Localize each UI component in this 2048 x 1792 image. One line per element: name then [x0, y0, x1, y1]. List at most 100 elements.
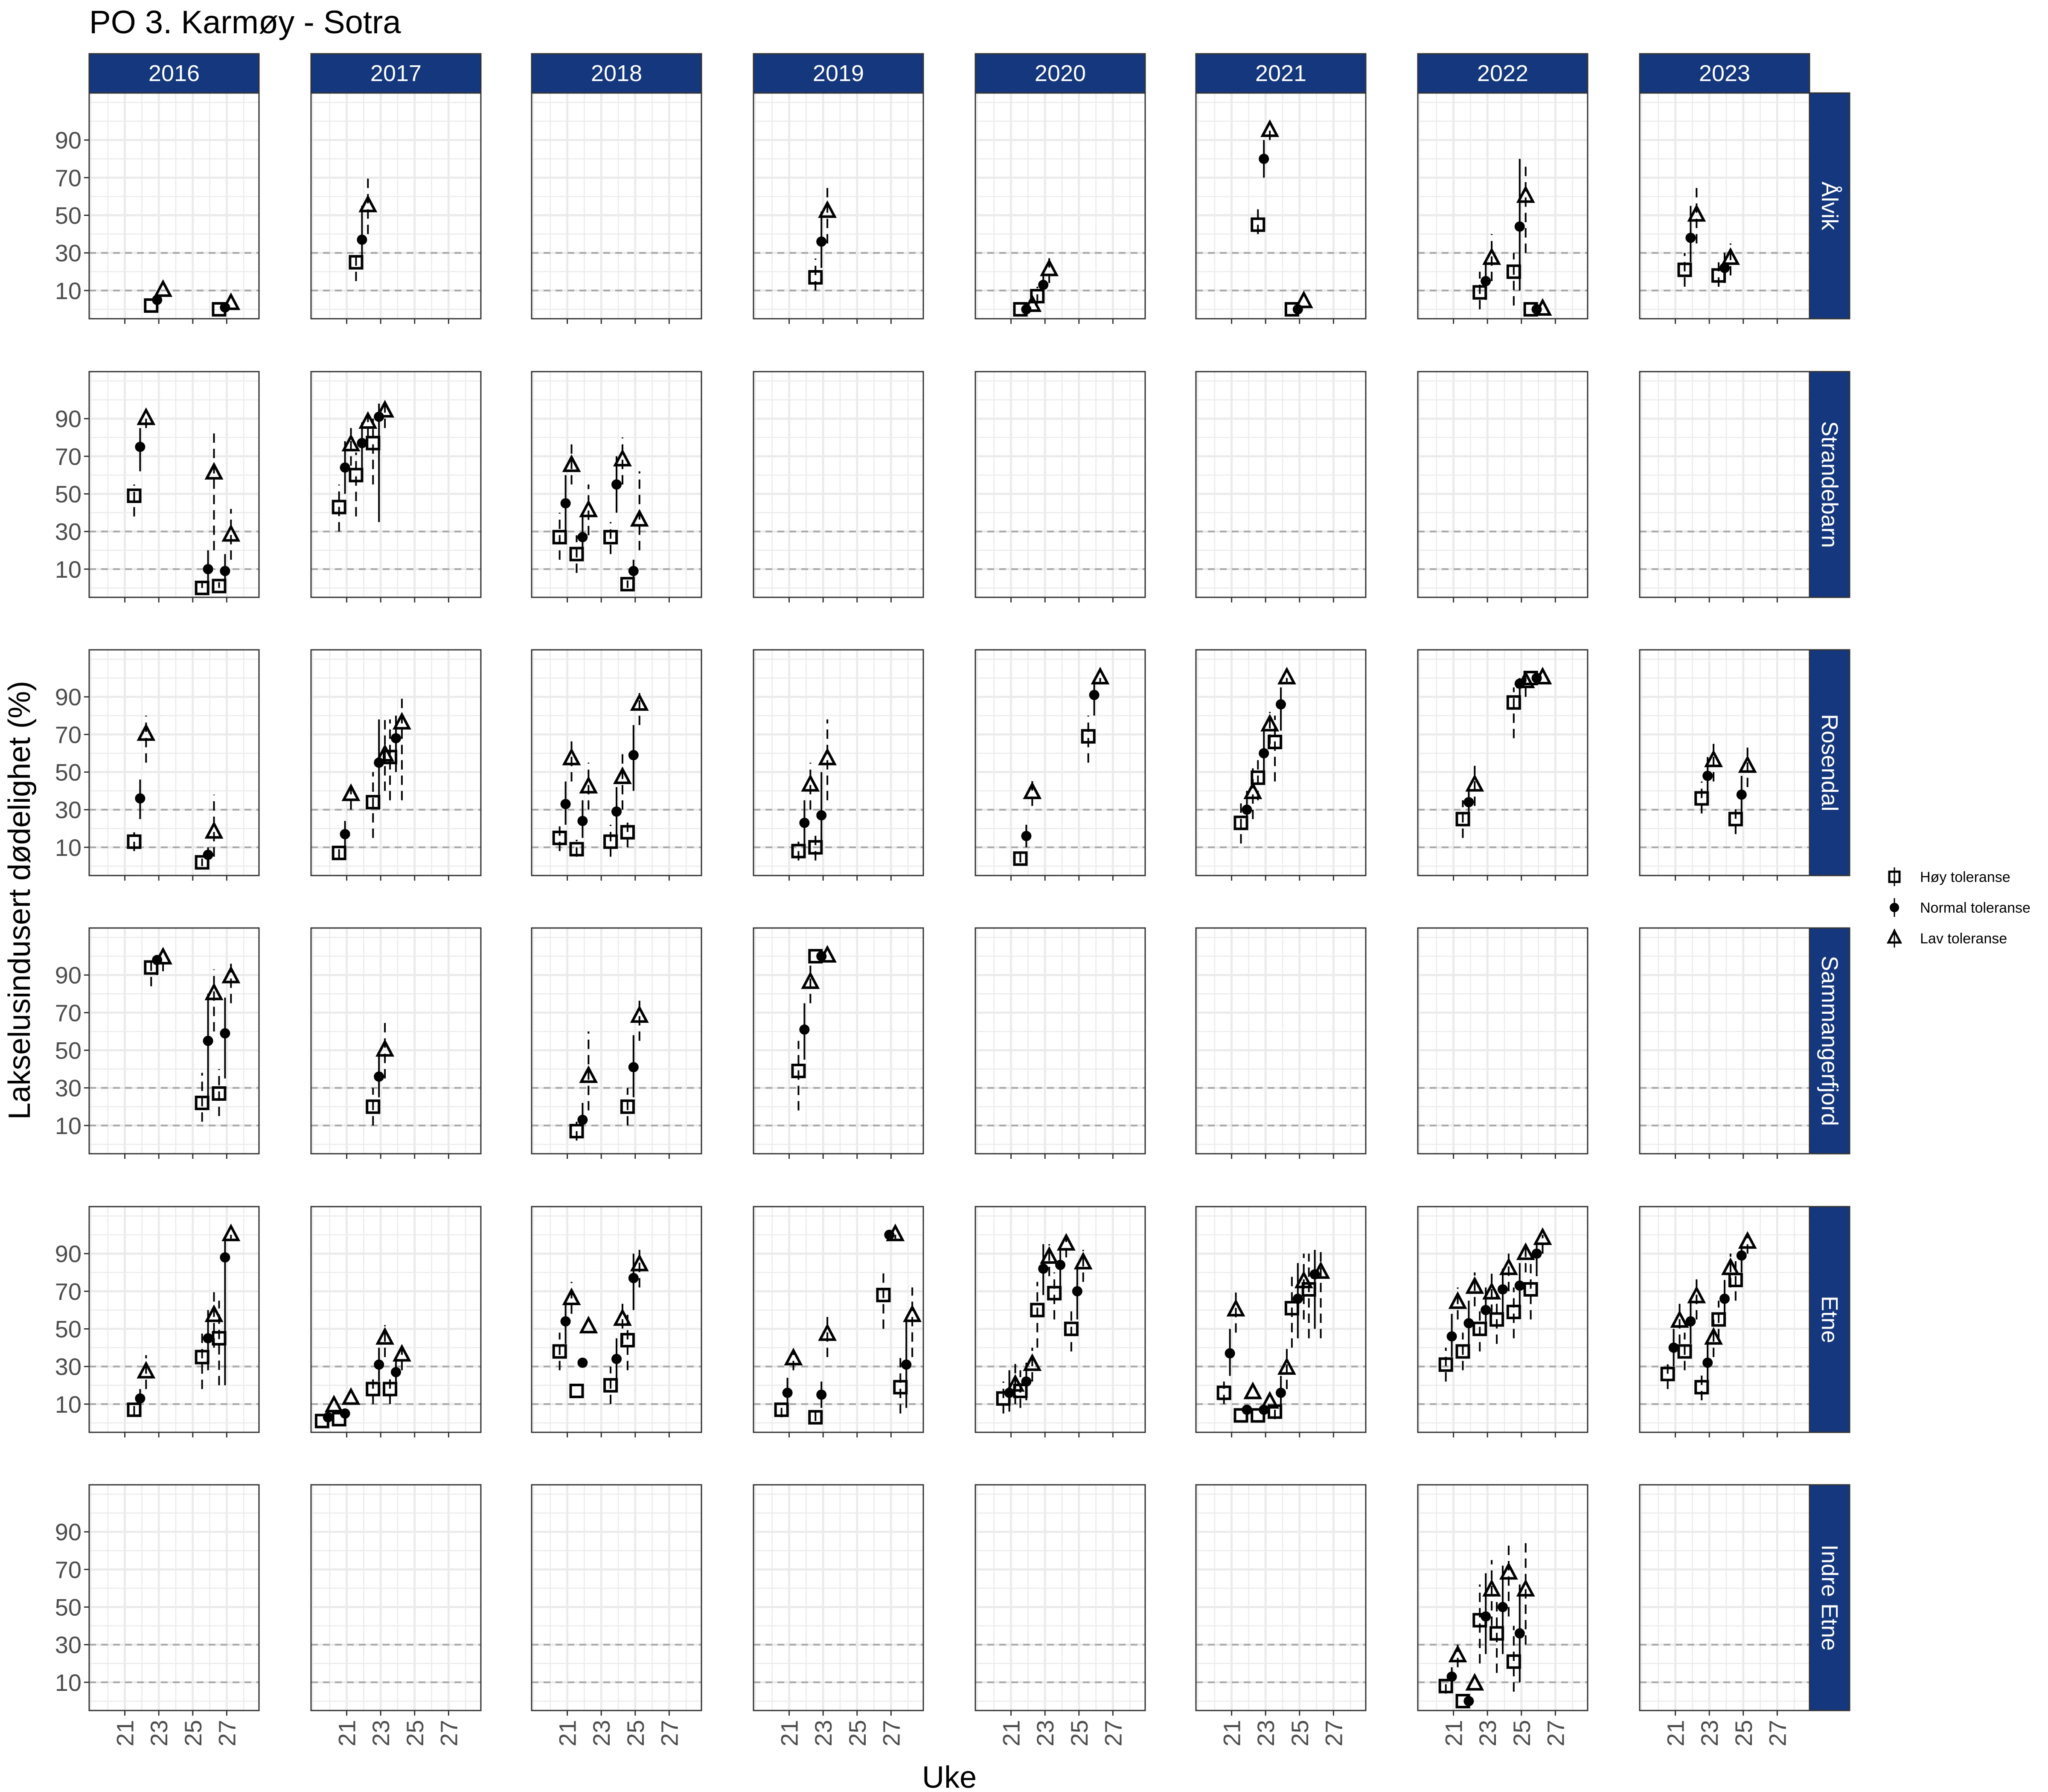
- x-tick-label: 25: [1286, 1720, 1313, 1746]
- point-hoy-toleranse: [552, 1344, 567, 1359]
- x-tick-label: 23: [1032, 1720, 1059, 1746]
- point-lav-toleranse: [1499, 1562, 1518, 1580]
- panel-Indre Etne-2016: 10 30 50 70 90 21 23 25 27: [55, 1484, 260, 1746]
- point-lav-toleranse: [204, 821, 224, 839]
- point-lav-toleranse: [204, 1304, 224, 1322]
- panel-Etne-2023: [1639, 1206, 1810, 1437]
- panel-background: [1640, 1485, 1809, 1711]
- row-strip: [1808, 1484, 1850, 1711]
- panel-Ålvik-2023: [1639, 92, 1810, 324]
- point-normal-toleranse: [816, 1389, 827, 1400]
- point-normal-toleranse: [1498, 1602, 1508, 1612]
- column-strip-label: 2021: [1255, 61, 1306, 86]
- point-hoy-toleranse: [1506, 1304, 1521, 1319]
- panel-border: [975, 371, 1146, 598]
- y-axis-title: Lakselusindusert dødelighet (%): [3, 681, 37, 1120]
- point-normal-toleranse: [1736, 789, 1747, 800]
- panel-border: [1195, 92, 1367, 320]
- panel-Strandebarn-2021: [1195, 371, 1367, 602]
- panel-border: [753, 371, 924, 598]
- panel-border: [975, 92, 1146, 320]
- row-strip: [1808, 649, 1850, 876]
- x-tick-label: 21: [554, 1720, 581, 1746]
- point-lav-toleranse: [1687, 204, 1706, 222]
- point-normal-toleranse: [1072, 1286, 1082, 1297]
- point-hoy-toleranse: [1268, 1404, 1283, 1419]
- panel-background: [89, 1207, 259, 1432]
- panel-background: [1640, 928, 1809, 1154]
- panel-Rosendal-2023: [1639, 649, 1810, 881]
- point-normal-toleranse: [1514, 221, 1525, 232]
- point-normal-toleranse: [611, 806, 622, 817]
- y-tick-label: 70: [55, 443, 81, 470]
- panel-background: [89, 1485, 259, 1711]
- y-tick-label: 50: [55, 759, 81, 786]
- panel-background: [975, 1485, 1145, 1711]
- point-lav-toleranse: [1260, 119, 1280, 137]
- panel-background: [532, 928, 701, 1154]
- point-lav-toleranse: [801, 971, 820, 989]
- point-normal-toleranse: [816, 236, 827, 247]
- x-tick-label: 25: [844, 1720, 871, 1746]
- point-normal-toleranse: [1021, 1376, 1032, 1387]
- point-hoy-toleranse: [808, 270, 823, 285]
- panel-border: [1195, 1484, 1367, 1711]
- panel-border: [310, 649, 482, 876]
- panel-border: [753, 927, 924, 1155]
- point-hoy-toleranse: [1694, 791, 1709, 806]
- point-normal-toleranse: [782, 1388, 793, 1398]
- column-strip-label: 2023: [1699, 61, 1750, 86]
- point-lav-toleranse: [562, 1287, 581, 1306]
- panel-Etne-2020: [975, 1206, 1146, 1437]
- column-strip-2019: [753, 53, 924, 94]
- panel-background: [311, 93, 481, 319]
- point-normal-toleranse: [628, 1062, 639, 1073]
- chart-title: PO 3. Karmøy - Sotra: [89, 4, 401, 41]
- point-lav-toleranse: [341, 433, 361, 451]
- panel-Sammangerfjord-2020: [975, 927, 1146, 1159]
- y-tick-label: 10: [55, 556, 81, 583]
- point-normal-toleranse: [1685, 233, 1696, 243]
- point-lav-toleranse: [1243, 1382, 1263, 1399]
- point-hoy-toleranse: [791, 1064, 806, 1079]
- point-normal-toleranse: [1446, 1671, 1457, 1682]
- panel-border: [310, 927, 482, 1155]
- panel-border: [88, 927, 260, 1155]
- panel-border: [1417, 1484, 1588, 1711]
- point-lav-toleranse: [221, 524, 241, 542]
- point-lav-toleranse: [1516, 670, 1535, 688]
- panel-Etne-2017: [310, 1206, 482, 1437]
- x-tick-label: 27: [1320, 1720, 1347, 1746]
- point-hoy-toleranse: [1064, 1321, 1079, 1336]
- y-tick-label: 90: [55, 684, 81, 710]
- panel-background: [1418, 928, 1588, 1154]
- point-hoy-toleranse: [1694, 1380, 1709, 1395]
- point-hoy-toleranse: [603, 529, 618, 544]
- point-lav-toleranse: [1056, 1233, 1076, 1251]
- panel-Etne-2022: [1417, 1206, 1588, 1437]
- point-hoy-toleranse: [1677, 262, 1692, 277]
- point-hoy-toleranse: [1489, 1312, 1504, 1327]
- x-tick-label: 27: [1764, 1720, 1791, 1746]
- point-lav-toleranse: [1465, 774, 1484, 792]
- point-hoy-toleranse: [1030, 1303, 1045, 1318]
- panel-Ålvik-2019: [753, 92, 924, 324]
- point-lav-toleranse: [154, 279, 173, 297]
- point-hoy-toleranse: [808, 1410, 823, 1425]
- x-tick-label: 25: [1730, 1720, 1757, 1746]
- point-lav-toleranse: [613, 766, 632, 784]
- panel-background: [975, 650, 1145, 876]
- panel-border: [1639, 649, 1810, 876]
- panel-Sammangerfjord-2017: [310, 927, 482, 1159]
- y-tick-label: 50: [55, 1037, 81, 1064]
- point-normal-toleranse: [816, 810, 827, 820]
- point-lav-toleranse: [1277, 1357, 1296, 1375]
- panel-border: [1195, 649, 1367, 876]
- panel-border: [1417, 92, 1588, 320]
- panel-border: [1195, 371, 1367, 598]
- point-normal-toleranse: [1719, 1294, 1730, 1304]
- panel-border: [1417, 371, 1588, 598]
- x-tick-label: 27: [1542, 1720, 1569, 1746]
- panel-Ålvik-2022: [1417, 92, 1588, 324]
- point-normal-toleranse: [577, 1357, 588, 1368]
